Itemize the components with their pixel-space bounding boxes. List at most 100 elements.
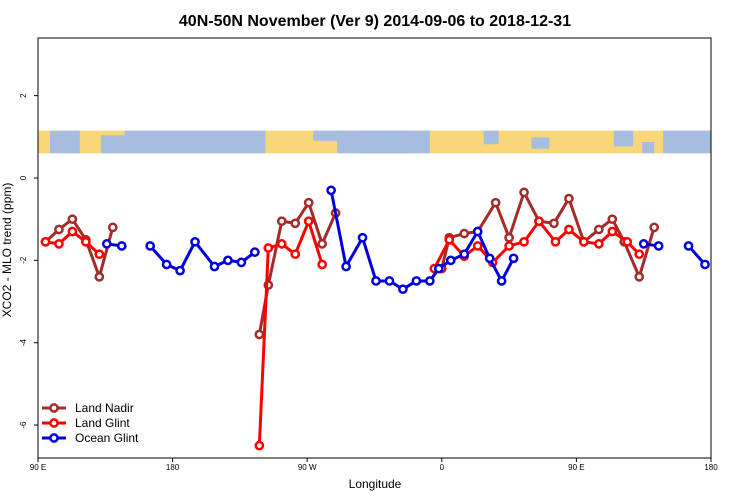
y-tick-label: -6 bbox=[19, 421, 28, 429]
plot-frame bbox=[37, 37, 712, 459]
ocean-glint-point bbox=[161, 259, 172, 270]
land-nadir-point bbox=[519, 187, 529, 198]
legend-swatch-point bbox=[49, 418, 59, 428]
land-glint-point bbox=[303, 216, 314, 227]
land-nadir-point bbox=[303, 197, 314, 208]
ocean-glint-point bbox=[496, 276, 507, 286]
land-nadir-point bbox=[107, 222, 118, 233]
land-glint-point bbox=[550, 236, 561, 247]
map-ocean bbox=[613, 130, 634, 147]
land-nadir-point bbox=[634, 271, 645, 282]
map-ocean bbox=[642, 141, 655, 154]
y-tick-label: 2 bbox=[19, 93, 28, 98]
land-glint-point bbox=[634, 249, 645, 260]
land-glint-point bbox=[622, 236, 633, 247]
land-nadir-point bbox=[490, 197, 501, 208]
x-tick-label: 180 bbox=[166, 463, 180, 472]
ocean-glint-point bbox=[398, 284, 408, 295]
land-glint-point bbox=[263, 243, 274, 253]
land-glint-point bbox=[519, 236, 529, 247]
ocean-glint-point bbox=[653, 241, 664, 251]
land-nadir-line bbox=[440, 190, 656, 279]
y-tick-label: -2 bbox=[19, 256, 28, 264]
land-glint-point bbox=[534, 216, 544, 227]
map-ocean bbox=[49, 130, 80, 154]
ocean-glint-point bbox=[700, 259, 710, 270]
ocean-glint-point bbox=[116, 241, 127, 251]
land-glint-line bbox=[432, 219, 641, 270]
land-glint-point bbox=[593, 239, 604, 249]
ocean-glint-point bbox=[101, 239, 112, 249]
map-ocean bbox=[313, 130, 350, 141]
ocean-glint-point bbox=[223, 255, 233, 266]
ocean-glint-point bbox=[472, 226, 483, 237]
ocean-glint-point bbox=[433, 263, 444, 274]
land-nadir-point bbox=[290, 218, 301, 229]
land-nadir-point bbox=[459, 228, 470, 239]
land-nadir-point bbox=[67, 214, 78, 225]
land-nadir-point bbox=[649, 222, 660, 233]
land-glint-point bbox=[54, 239, 64, 249]
land-nadir-point bbox=[317, 239, 328, 249]
land-glint-point bbox=[94, 249, 105, 260]
x-tick-label: 180 bbox=[704, 463, 718, 472]
ocean-glint-point bbox=[357, 232, 368, 243]
ocean-glint-point bbox=[326, 185, 336, 196]
land-nadir-point bbox=[593, 224, 604, 235]
land-nadir-point bbox=[549, 218, 559, 229]
land-nadir-point bbox=[276, 216, 287, 227]
map-ocean bbox=[124, 130, 266, 154]
land-nadir-point bbox=[607, 214, 618, 225]
map-ocean bbox=[355, 130, 412, 154]
land-glint-point bbox=[81, 236, 91, 247]
land-glint-point bbox=[40, 236, 51, 247]
y-axis: -6 -4 -2 0 2 bbox=[19, 93, 38, 429]
land-nadir-point bbox=[254, 329, 265, 340]
land-glint-point bbox=[472, 241, 483, 251]
land-glint-line bbox=[257, 219, 324, 446]
legend-label: Land Glint bbox=[75, 416, 130, 430]
x-tick-label: 90 E bbox=[568, 463, 584, 472]
ocean-glint-point bbox=[175, 265, 185, 276]
land-nadir-point bbox=[504, 232, 514, 243]
ocean-glint-point bbox=[459, 249, 470, 260]
x-tick-label: 90 E bbox=[30, 463, 46, 472]
ocean-glint-point bbox=[683, 241, 694, 251]
legend-label: Land Nadir bbox=[75, 401, 134, 415]
x-tick-label: 90 W bbox=[298, 463, 317, 472]
land-glint-point bbox=[317, 259, 328, 270]
map-ocean bbox=[100, 135, 128, 154]
land-glint-point bbox=[504, 241, 514, 251]
y-tick-label: 0 bbox=[19, 175, 28, 180]
land-glint-point bbox=[579, 236, 589, 247]
ocean-glint-point bbox=[209, 261, 220, 272]
legend-label: Ocean Glint bbox=[75, 431, 139, 445]
land-nadir-point bbox=[94, 271, 105, 282]
legend-swatch-point bbox=[49, 433, 59, 443]
land-glint-point bbox=[254, 440, 265, 451]
ocean-glint-point bbox=[145, 241, 156, 251]
y-axis-label: XCO2 - MLO trend (ppm) bbox=[0, 183, 14, 318]
chart-title: 40N-50N November (Ver 9) 2014-09-06 to 2… bbox=[179, 13, 571, 30]
ocean-glint-point bbox=[424, 276, 435, 286]
ocean-glint-point bbox=[236, 257, 247, 268]
map-ocean bbox=[663, 130, 711, 154]
ocean-glint-point bbox=[638, 239, 649, 249]
plot-area bbox=[40, 185, 710, 451]
land-glint-point bbox=[564, 224, 574, 235]
x-tick-label: 0 bbox=[440, 463, 445, 472]
ocean-glint-point bbox=[445, 255, 456, 266]
land-glint-point bbox=[67, 226, 78, 237]
land-glint-point bbox=[276, 239, 287, 249]
ocean-glint-point bbox=[508, 253, 519, 264]
land-nadir-point bbox=[54, 224, 64, 235]
map-ocean bbox=[483, 130, 499, 145]
legend-swatch-point bbox=[49, 403, 59, 413]
map-ocean bbox=[531, 137, 550, 149]
ocean-glint-point bbox=[371, 276, 381, 286]
map-strip bbox=[38, 130, 711, 154]
ocean-glint-point bbox=[484, 253, 495, 264]
ocean-glint-point bbox=[411, 276, 422, 286]
